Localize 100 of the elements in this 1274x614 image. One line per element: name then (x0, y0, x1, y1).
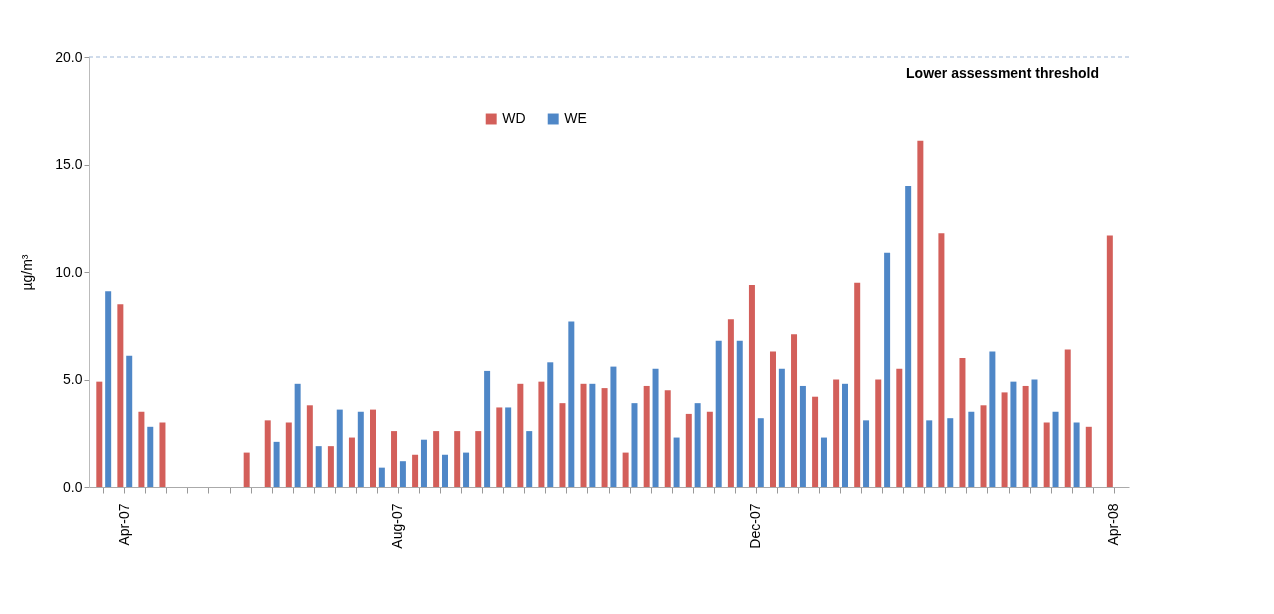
bar (442, 454, 449, 487)
bar (1064, 349, 1071, 487)
bar (706, 411, 713, 487)
bar (391, 431, 398, 487)
y-tick-label: 0.0 (63, 478, 83, 495)
bar (264, 420, 271, 487)
bar (463, 452, 470, 487)
bar (664, 390, 671, 487)
bar (842, 383, 849, 487)
bar (685, 413, 692, 487)
bar (306, 405, 313, 487)
bar (820, 437, 827, 487)
bar (748, 284, 755, 487)
bar (433, 431, 440, 487)
bar (1001, 392, 1008, 487)
bar (117, 304, 124, 487)
bar (715, 340, 722, 487)
bar (517, 383, 524, 487)
bar (905, 186, 912, 487)
y-tick-label: 5.0 (63, 371, 83, 387)
bar (769, 351, 776, 487)
bar (947, 418, 954, 487)
bar (105, 291, 112, 487)
bar (126, 355, 133, 487)
bar (694, 403, 701, 487)
bar (959, 358, 966, 487)
bar (757, 418, 764, 487)
bar (812, 396, 819, 487)
bar (833, 379, 840, 487)
bar (643, 385, 650, 487)
bar (622, 452, 629, 487)
bar (420, 439, 427, 487)
bar (327, 446, 334, 487)
bar (454, 431, 461, 487)
bar (917, 140, 924, 487)
legend-label: WE (564, 110, 587, 126)
y-tick-label: 10.0 (55, 263, 83, 280)
bar (294, 383, 301, 487)
bar (568, 321, 575, 487)
bar (147, 426, 154, 487)
bar (138, 411, 145, 487)
bar (336, 409, 343, 487)
bar (884, 252, 891, 487)
bar (1022, 385, 1029, 487)
bar (631, 403, 638, 487)
ref-line-label: Lower assessment threshold (906, 65, 1099, 81)
bar (610, 366, 617, 487)
bar (475, 431, 482, 487)
bar (496, 407, 503, 487)
bar (875, 379, 882, 487)
x-tick-label: Aug-07 (389, 503, 406, 549)
y-tick-label: 15.0 (55, 156, 83, 172)
bar (863, 420, 870, 487)
bar (1031, 379, 1038, 487)
bar (854, 282, 861, 487)
bar (1073, 422, 1080, 487)
bar (378, 467, 385, 487)
bar (1010, 381, 1017, 487)
y-tick-label: 20.0 (55, 48, 83, 65)
bar (1052, 411, 1059, 487)
bar (273, 441, 280, 487)
bar (357, 411, 364, 487)
bar (559, 403, 566, 487)
bar (799, 385, 806, 487)
legend-label: WD (502, 110, 526, 126)
x-tick-label: Apr-07 (115, 503, 132, 546)
bar (673, 437, 680, 487)
bar (538, 381, 545, 487)
bar (159, 422, 166, 487)
bar (412, 454, 419, 487)
bar (505, 407, 512, 487)
bar (526, 431, 533, 487)
x-tick-label: Apr-08 (1105, 503, 1122, 546)
bar (736, 340, 743, 487)
bar (1106, 235, 1113, 487)
bar (926, 420, 933, 487)
bar (652, 368, 659, 487)
bar (938, 233, 945, 487)
bar (791, 334, 798, 487)
bar (243, 452, 250, 487)
bar (315, 446, 322, 487)
bar (1085, 426, 1092, 487)
x-tick-label: Dec-07 (747, 503, 764, 549)
bar (1043, 422, 1050, 487)
bar (285, 422, 292, 487)
bar (399, 461, 406, 487)
bar (980, 405, 987, 487)
bar (727, 319, 734, 487)
bar (601, 388, 608, 487)
bar (547, 362, 554, 487)
bar (369, 409, 376, 487)
bar (580, 383, 587, 487)
bar (589, 383, 596, 487)
bar (96, 381, 103, 487)
bar (484, 370, 491, 487)
bar (989, 351, 996, 487)
bar (348, 437, 355, 487)
bar (896, 368, 903, 487)
bar (968, 411, 975, 487)
y-axis-title: µg/m³ (19, 254, 36, 291)
